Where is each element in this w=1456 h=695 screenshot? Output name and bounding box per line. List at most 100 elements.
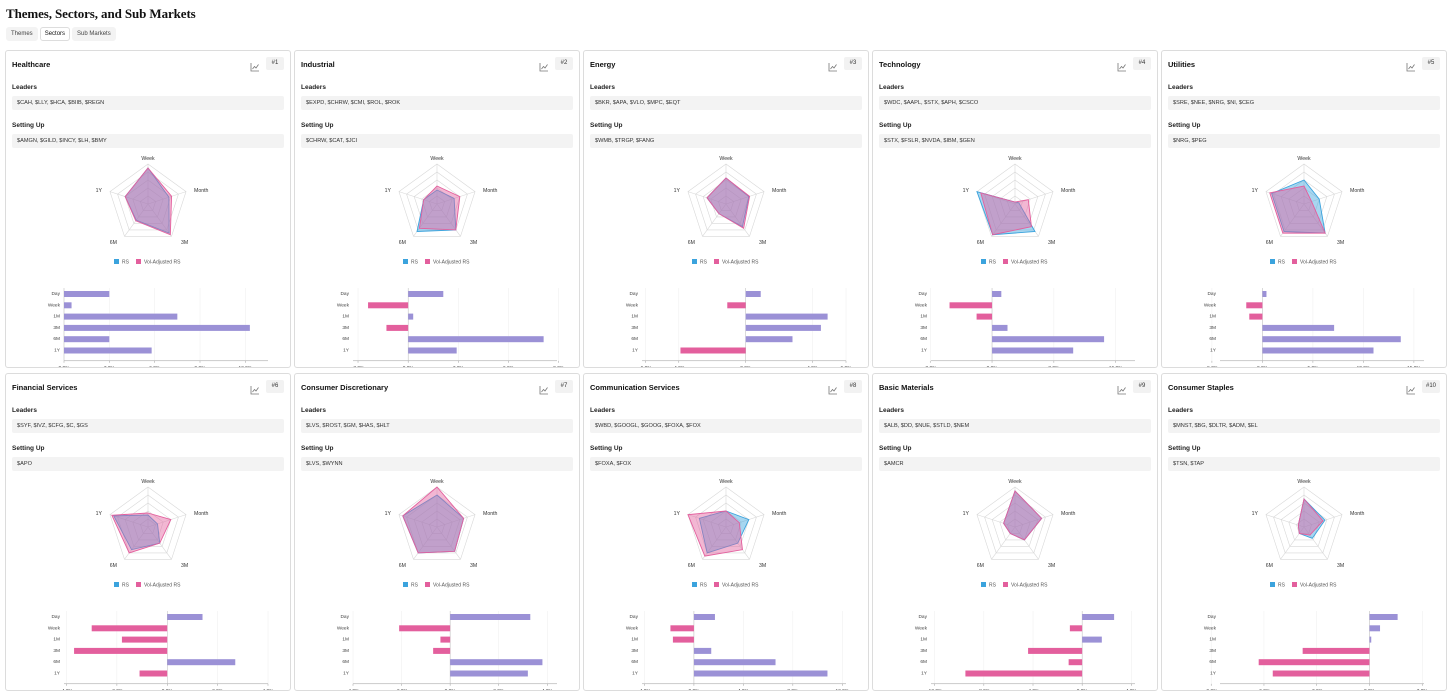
radar-grid-ring	[1007, 518, 1023, 534]
radar-grid-ring	[421, 187, 453, 218]
radar-grid-ring	[1296, 195, 1312, 211]
bar-row-label: Day	[629, 291, 638, 297]
legend-rs-swatch	[1270, 259, 1275, 264]
legend-vol-label: Vol-Adjusted RS	[1011, 260, 1048, 266]
sector-card: Healthcare #1 Leaders $CAH, $LLY, $HCA, $BI…	[5, 50, 291, 368]
legend-rs-swatch	[403, 259, 408, 264]
line-chart-icon[interactable]	[1117, 382, 1127, 395]
legend-rs-label: RS	[1278, 260, 1286, 266]
radar-spoke	[1280, 526, 1305, 560]
bar-row-label: 3M	[631, 325, 638, 331]
bar	[745, 336, 793, 343]
bar	[167, 659, 236, 666]
bar-axis-tick-label: 12.0%	[239, 365, 253, 368]
radar-spoke	[436, 526, 461, 560]
bar-row-label: 1Y	[921, 348, 928, 354]
radar-grid-ring	[109, 486, 187, 560]
tab-themes[interactable]: Themes	[6, 27, 38, 41]
radar-vol-adjusted-series	[980, 192, 1032, 236]
bar-axis-tick-label: 8.0%	[1048, 365, 1060, 368]
bar-row-label: Week	[626, 625, 639, 631]
radar-axis-label: Week	[430, 156, 444, 162]
legend-vol-swatch	[425, 582, 430, 587]
setting-up-tickers: $LVS, $WYNN	[301, 457, 573, 471]
line-chart-icon[interactable]	[828, 59, 838, 72]
radar-grid-ring	[132, 510, 164, 541]
radar-grid-ring	[1265, 486, 1343, 560]
line-chart-icon[interactable]	[539, 382, 549, 395]
sector-title: Consumer Staples	[1168, 383, 1234, 392]
radar-axis-label: 6M	[110, 240, 117, 246]
rank-badge: #4	[1133, 57, 1151, 70]
radar-vol-adjusted-series	[418, 185, 461, 231]
bar	[949, 302, 993, 309]
radar-axis-label: Month	[1061, 511, 1076, 517]
bar-row-label: Week	[337, 625, 350, 631]
radar-spoke	[413, 526, 438, 560]
bar-row-label: 1Y	[1210, 348, 1217, 354]
radar-spoke	[398, 191, 438, 205]
legend-rs-label: RS	[122, 583, 130, 589]
legend-vol-swatch	[136, 582, 141, 587]
bar-axis-tick-label: 16.0%	[1109, 365, 1123, 368]
radar-axis-label: 1Y	[674, 188, 681, 194]
radar-axis-label: 1Y	[1252, 188, 1259, 194]
bar-row-label: 3M	[342, 648, 349, 654]
radar-vol-adjusted-series	[111, 512, 172, 554]
line-chart-icon[interactable]	[250, 59, 260, 72]
line-chart-icon[interactable]	[539, 59, 549, 72]
bar-row-label: 6M	[342, 336, 349, 342]
radar-spoke	[1280, 203, 1305, 237]
setting-up-tickers: $STX, $FSLR, $NVDA, $IBM, $GEN	[879, 134, 1151, 148]
legend-rs-label: RS	[989, 260, 997, 266]
radar-axis-label: Month	[772, 511, 787, 517]
bar	[450, 614, 531, 620]
bar-axis-tick-label: -4.0%	[638, 688, 651, 691]
sector-title: Technology	[879, 60, 921, 69]
radar-rs-series	[698, 510, 750, 554]
sector-charts: Week Month 3M 6M 1Y RS Vol-Adjusted RS -12.0% -8…	[915, 479, 1138, 690]
bar	[64, 291, 110, 297]
bar-row-label: Day	[629, 614, 638, 620]
sector-charts: Week Month 3M 6M 1Y RS Vol-Adjusted RS -3.0% 0.0…	[337, 156, 565, 368]
radar-vol-adjusted-series	[687, 510, 743, 557]
sector-card: Basic Materials #9 Leaders $ALB, $DD, $NUE,…	[872, 373, 1158, 691]
radar-axis-label: Week	[1008, 156, 1022, 162]
radar-grid-ring	[413, 502, 461, 547]
radar-axis-label: Month	[1350, 188, 1365, 194]
radar-axis-label: Month	[194, 511, 209, 517]
bar-row-label: Day	[1207, 291, 1216, 297]
rank-badge: #8	[844, 380, 862, 393]
bar	[1302, 647, 1370, 654]
bar-row-label: Day	[918, 291, 927, 297]
line-chart-icon[interactable]	[1406, 382, 1416, 395]
radar-spoke	[1014, 514, 1054, 528]
radar-axis-label: 1Y	[674, 511, 681, 517]
radar-grid-ring	[117, 171, 179, 231]
sector-card: Technology #4 Leaders $WDC, $AAPL, $STX, $A…	[872, 50, 1158, 368]
tab-sectors[interactable]: Sectors	[39, 27, 71, 41]
line-chart-icon[interactable]	[1117, 59, 1127, 72]
bar	[693, 670, 828, 677]
line-chart-icon[interactable]	[250, 382, 260, 395]
bar-axis-tick-label: 10.0%	[1357, 365, 1371, 368]
legend-vol-label: Vol-Adjusted RS	[433, 260, 470, 266]
bar-axis-tick-label: 6.0%	[503, 365, 515, 368]
bar-row-label: 3M	[631, 648, 638, 654]
bar	[440, 636, 451, 643]
page-title: Themes, Sectors, and Sub Markets	[6, 6, 196, 21]
radar-axis-label: 3M	[759, 240, 766, 246]
bar-row-label: 1M	[1209, 314, 1216, 320]
radar-axis-label: 3M	[1337, 240, 1344, 246]
radar-grid-ring	[413, 179, 461, 224]
radar-spoke	[1014, 191, 1054, 205]
legend-rs-label: RS	[1278, 583, 1286, 589]
line-chart-icon[interactable]	[1406, 59, 1416, 72]
radar-grid-ring	[117, 494, 179, 554]
line-chart-icon[interactable]	[828, 382, 838, 395]
bar-row-label: 1Y	[1210, 671, 1217, 677]
radar-grid-ring	[710, 510, 742, 541]
bar-axis-tick-label: 12.0%	[835, 688, 849, 691]
tab-sub-markets[interactable]: Sub Markets	[72, 27, 116, 41]
legend-rs-label: RS	[700, 583, 708, 589]
